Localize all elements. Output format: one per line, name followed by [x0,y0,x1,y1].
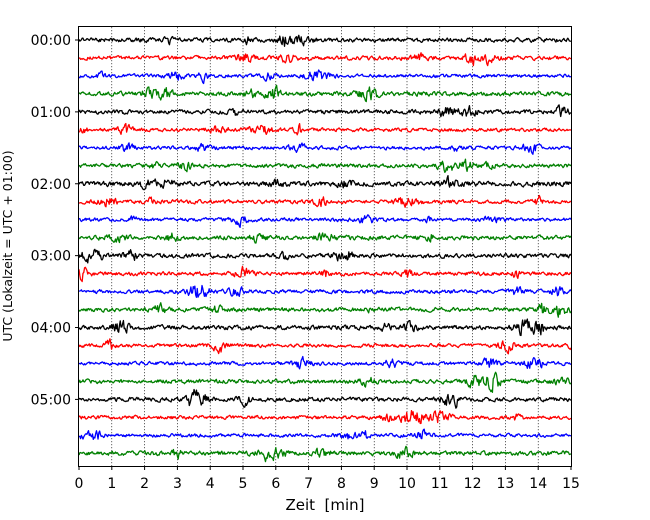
x-axis-label: Zeit [min] [285,496,364,514]
seismogram-trace-0500 [78,388,572,409]
x-tick-label: 6 [271,476,280,492]
x-tick-label: 0 [75,476,84,492]
seismogram-trace-0245 [78,232,572,244]
x-tick-label: 13 [496,476,514,492]
seismogram-trace-0545 [78,445,572,463]
x-tick-label: 1 [107,476,116,492]
x-tick-label: 4 [206,476,215,492]
x-tick-label: 8 [337,476,346,492]
x-tick-label: 3 [173,476,182,492]
seismogram-trace-0130 [78,142,572,155]
y-axis: 00:00 01:00 02:00 03:00 04:00 05:00 [31,33,79,408]
x-tick-label: 12 [464,476,482,492]
trace-group [78,34,572,463]
seismogram-trace-0430 [78,355,572,370]
x-grid [111,27,539,466]
seismogram-trace-0330 [78,284,572,298]
seismogram-trace-0215 [78,194,572,208]
x-tick-label: 9 [370,476,379,492]
plot-frame [78,26,572,467]
seismogram-trace-0200 [78,174,572,191]
seismogram-trace-0315 [78,265,572,283]
seismogram-trace-0030 [78,69,572,85]
seismogram-trace-0115 [78,122,572,136]
x-tick-label: 14 [529,476,547,492]
seismogram-trace-0400 [78,318,572,337]
seismogram-trace-0230 [78,214,572,229]
x-tick-label: 5 [239,476,248,492]
seismogram-trace-0300 [78,248,572,264]
x-tick-label: 15 [562,476,580,492]
x-tick-label: 2 [140,476,149,492]
seismogram-trace-0015 [78,52,572,67]
y-tick-label: 05:00 [31,392,71,408]
y-tick-label: 03:00 [31,249,71,265]
seismogram-trace-0530 [78,428,572,440]
y-tick-label: 02:00 [31,177,71,193]
seismogram-trace-0445 [78,371,572,393]
seismogram-trace-0100 [78,104,572,118]
seismogram-trace-0345 [78,302,572,318]
seismogram-trace-0000 [78,34,572,47]
y-tick-label: 00:00 [31,33,71,49]
seismogram-trace-0515 [78,409,572,425]
x-tick-label: 11 [431,476,449,492]
seismogram-trace-0045 [78,84,572,103]
y-tick-label: 01:00 [31,105,71,121]
y-tick-label: 04:00 [31,321,71,337]
x-tick-label: 10 [398,476,416,492]
seismogram-trace-0145 [78,158,572,174]
x-tick-label: 7 [304,476,313,492]
seismogram-trace-0415 [78,338,572,355]
y-axis-label: UTC (Lokalzeit = UTC + 01:00) [0,150,15,341]
x-axis: 0 1 2 3 4 5 6 7 8 9 10 11 12 13 14 15 [75,466,580,492]
